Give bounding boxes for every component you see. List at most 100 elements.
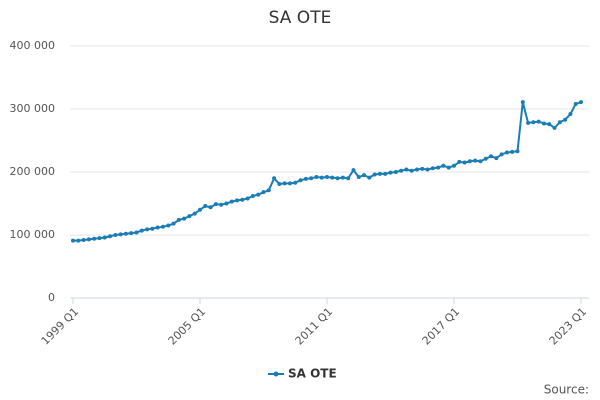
data-point xyxy=(489,154,494,159)
data-point xyxy=(457,159,462,164)
data-point xyxy=(504,150,509,155)
data-point xyxy=(579,100,583,105)
data-point xyxy=(351,168,356,173)
data-point xyxy=(436,165,441,170)
data-point xyxy=(510,149,515,154)
data-point xyxy=(536,119,541,124)
x-tick-label: 1999 Q1 xyxy=(39,305,82,348)
x-tick-label: 2023 Q1 xyxy=(547,305,590,348)
data-point xyxy=(552,125,557,130)
data-point xyxy=(166,223,171,228)
data-point xyxy=(92,236,97,241)
data-point xyxy=(198,207,202,212)
y-tick-label: 200 000 xyxy=(10,165,56,178)
data-point xyxy=(235,198,240,203)
data-point xyxy=(319,175,324,180)
data-point xyxy=(298,178,303,183)
data-point xyxy=(108,234,113,239)
data-point xyxy=(261,190,266,195)
data-point xyxy=(383,171,388,176)
data-point xyxy=(287,181,292,186)
data-point xyxy=(266,188,271,193)
data-point xyxy=(356,175,361,180)
data-point xyxy=(420,166,425,171)
data-point xyxy=(377,171,382,176)
data-point xyxy=(393,170,398,174)
y-tick-label: 100 000 xyxy=(10,228,56,241)
data-point xyxy=(145,227,150,232)
data-point xyxy=(303,176,308,181)
data-point xyxy=(192,211,197,216)
data-point xyxy=(150,226,155,231)
data-point xyxy=(520,100,525,105)
data-point xyxy=(399,168,404,173)
data-point xyxy=(76,238,81,243)
y-tick-label: 400 000 xyxy=(10,39,56,52)
data-point xyxy=(473,158,478,163)
data-point xyxy=(155,225,160,230)
data-point xyxy=(97,236,102,241)
data-point xyxy=(494,156,499,161)
data-point xyxy=(372,172,377,177)
data-point xyxy=(219,202,224,207)
data-point xyxy=(71,238,75,243)
data-point xyxy=(213,202,218,207)
data-point xyxy=(547,122,552,127)
data-point xyxy=(118,232,123,237)
data-point xyxy=(404,167,409,172)
data-point xyxy=(203,204,208,209)
data-point xyxy=(229,199,234,204)
data-point xyxy=(362,173,367,178)
data-point xyxy=(272,176,277,181)
data-point xyxy=(81,238,86,243)
x-tick-label: 2005 Q1 xyxy=(166,305,209,348)
source: Source: xyxy=(544,383,589,397)
data-point xyxy=(446,165,451,170)
data-point xyxy=(256,192,261,197)
data-point xyxy=(515,149,520,154)
data-point xyxy=(102,235,107,240)
data-point xyxy=(208,205,213,210)
data-point xyxy=(367,175,372,180)
data-point xyxy=(531,120,536,125)
data-point xyxy=(541,121,546,126)
data-point xyxy=(171,221,176,226)
data-point xyxy=(573,101,578,106)
data-point xyxy=(499,152,504,157)
data-point xyxy=(335,176,340,181)
data-point xyxy=(86,237,91,242)
data-point xyxy=(526,120,531,125)
data-point xyxy=(557,120,562,125)
series-line xyxy=(73,101,582,242)
data-point xyxy=(309,176,314,181)
data-point xyxy=(187,214,192,219)
x-tick-label: 2017 Q1 xyxy=(420,305,463,348)
data-point xyxy=(325,175,329,180)
data-point xyxy=(176,217,181,222)
data-point xyxy=(139,228,144,233)
data-point xyxy=(462,160,467,165)
data-point xyxy=(240,197,245,202)
data-point xyxy=(160,224,165,229)
data-point xyxy=(441,163,446,168)
data-point xyxy=(314,175,319,180)
data-point xyxy=(282,181,287,186)
data-point xyxy=(388,170,393,175)
data-point xyxy=(346,176,351,181)
data-point xyxy=(224,201,229,206)
data-point xyxy=(483,156,488,161)
data-point xyxy=(250,193,255,198)
data-point xyxy=(452,163,456,168)
legend-marker xyxy=(273,371,279,377)
data-point xyxy=(430,166,435,171)
data-point xyxy=(478,159,483,164)
x-tick-label: 2011 Q1 xyxy=(293,305,336,348)
chart-title: SA OTE xyxy=(269,8,332,28)
y-tick-label: 300 000 xyxy=(10,102,56,115)
data-point xyxy=(245,196,250,201)
data-point xyxy=(134,230,139,235)
data-point xyxy=(563,117,568,122)
data-point xyxy=(113,233,118,237)
data-point xyxy=(123,231,128,236)
